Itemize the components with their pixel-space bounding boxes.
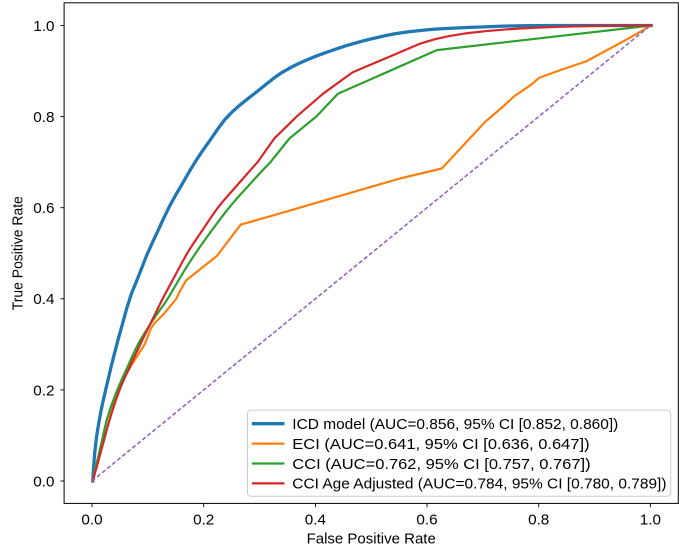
svg-text:0.4: 0.4 <box>33 291 54 308</box>
svg-text:0.2: 0.2 <box>33 382 54 399</box>
svg-text:0.0: 0.0 <box>81 512 102 529</box>
svg-text:ICD model (AUC=0.856, 95% CI [: ICD model (AUC=0.856, 95% CI [0.852, 0.8… <box>292 416 618 433</box>
svg-text:0.0: 0.0 <box>33 473 54 490</box>
svg-text:False Positive Rate: False Positive Rate <box>307 530 436 547</box>
svg-text:0.8: 0.8 <box>33 109 54 126</box>
svg-text:0.8: 0.8 <box>528 512 549 529</box>
svg-text:0.6: 0.6 <box>33 200 54 217</box>
svg-text:True Positive Rate: True Positive Rate <box>10 196 27 310</box>
svg-text:ECI (AUC=0.641, 95% CI [0.636,: ECI (AUC=0.641, 95% CI [0.636, 0.647]) <box>292 436 589 453</box>
svg-text:0.4: 0.4 <box>305 512 326 529</box>
svg-text:CCI Age Adjusted (AUC=0.784, 9: CCI Age Adjusted (AUC=0.784, 95% CI [0.7… <box>292 476 666 493</box>
svg-text:CCI (AUC=0.762, 95% CI [0.757,: CCI (AUC=0.762, 95% CI [0.757, 0.767]) <box>292 456 590 473</box>
svg-text:1.0: 1.0 <box>640 512 661 529</box>
svg-text:0.6: 0.6 <box>416 512 437 529</box>
svg-text:0.2: 0.2 <box>193 512 214 529</box>
svg-text:1.0: 1.0 <box>33 18 54 35</box>
